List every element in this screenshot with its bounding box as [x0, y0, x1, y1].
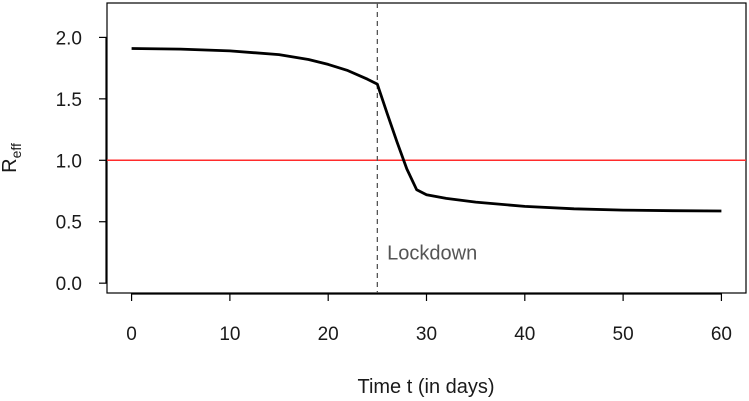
- x-axis: 0 10 20 30 40 50 60: [126, 293, 732, 345]
- y-axis-label: Reff: [0, 143, 24, 173]
- y-tick-label: 0.5: [56, 213, 82, 234]
- y-tick-label: 1.0: [56, 151, 82, 172]
- x-tick-label: 60: [711, 324, 732, 345]
- y-axis-label-main: R: [0, 158, 21, 172]
- y-tick-label: 1.5: [56, 90, 82, 111]
- x-tick-label: 30: [416, 324, 437, 345]
- annotation-lockdown: Lockdown: [387, 242, 477, 264]
- x-tick-label: 40: [514, 324, 535, 345]
- x-tick-label: 10: [219, 324, 240, 345]
- y-axis: 0.0 0.5 1.0 1.5 2.0: [56, 28, 107, 295]
- plot-area: Lockdown: [106, 2, 747, 294]
- x-tick-label: 20: [318, 324, 339, 345]
- x-axis-label: Time t (in days): [357, 376, 494, 398]
- y-axis-label-sub: eff: [8, 143, 24, 158]
- x-tick-label: 50: [613, 324, 634, 345]
- series-line-0: [131, 47, 722, 213]
- x-tick-label: 0: [126, 324, 137, 345]
- y-tick-label: 0.0: [56, 274, 82, 295]
- y-tick-label: 2.0: [56, 28, 82, 49]
